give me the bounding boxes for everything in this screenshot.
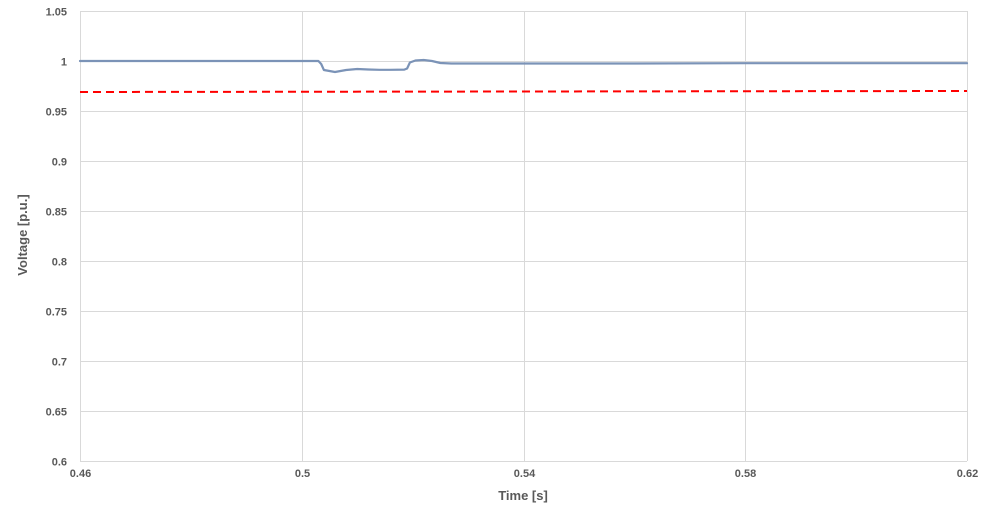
y-tick-label: 0.95 <box>46 107 67 119</box>
y-tick-label: 0.85 <box>46 207 67 219</box>
y-tick-label: 0.9 <box>52 157 67 169</box>
y-tick-label: 0.8 <box>52 257 67 269</box>
y-tick-label: 0.65 <box>46 407 67 419</box>
series-lines <box>78 58 969 93</box>
grid-lines <box>80 11 968 462</box>
y-tick-label: 0.75 <box>46 307 67 319</box>
x-axis-title: Time [s] <box>498 488 548 503</box>
y-tick-label: 0.7 <box>52 357 67 369</box>
y-tick-label: 0.6 <box>52 457 67 469</box>
x-tick-label: 0.54 <box>514 468 536 480</box>
x-tick-label: 0.62 <box>957 468 978 480</box>
x-tick-label: 0.5 <box>295 468 310 480</box>
x-tick-label: 0.46 <box>70 468 91 480</box>
y-tick-label: 1.05 <box>46 7 67 19</box>
y-tick-label: 1 <box>61 57 67 69</box>
x-tick-label: 0.58 <box>735 468 756 480</box>
tick-labels: 0.6 0.65 0.7 0.75 0.8 0.85 0.9 0.95 1 1.05 0.46 0.5… <box>46 7 979 481</box>
voltage-series-line <box>78 58 969 74</box>
y-axis-title: Voltage [p.u.] <box>15 194 30 275</box>
threshold-dashed-line <box>79 90 968 93</box>
